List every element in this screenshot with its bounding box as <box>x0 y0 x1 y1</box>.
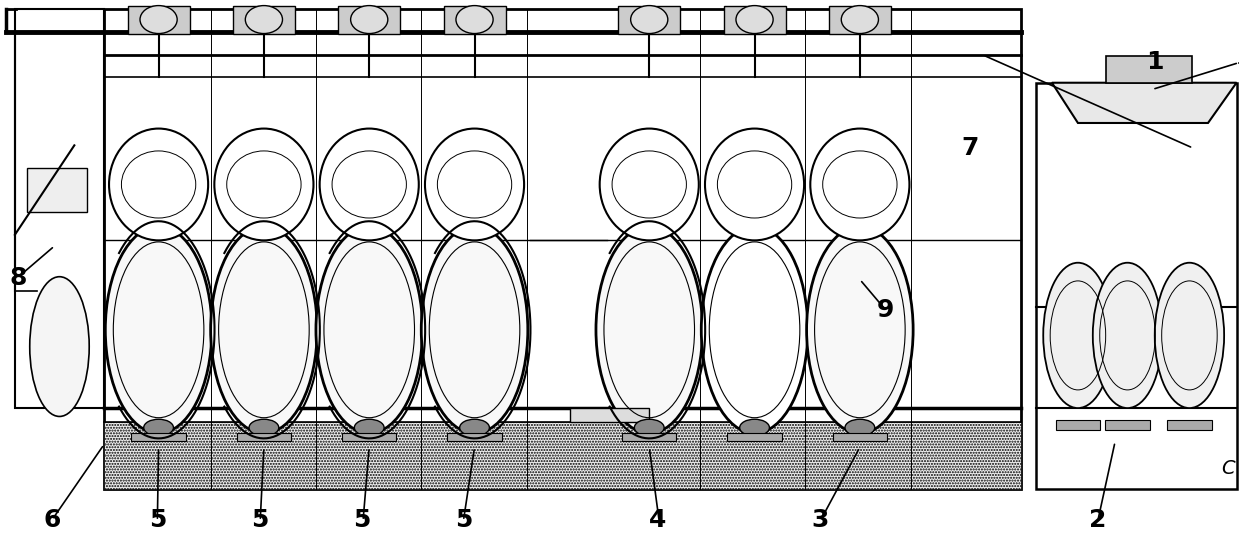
Ellipse shape <box>316 226 422 433</box>
Text: 4: 4 <box>649 508 667 532</box>
Bar <box>128 6 190 34</box>
Bar <box>104 9 1021 489</box>
Ellipse shape <box>701 226 808 433</box>
Text: 5: 5 <box>353 508 370 532</box>
Ellipse shape <box>1155 263 1224 408</box>
Ellipse shape <box>841 6 878 34</box>
Ellipse shape <box>807 226 913 433</box>
Text: 9: 9 <box>876 298 893 322</box>
Ellipse shape <box>736 6 773 34</box>
Ellipse shape <box>245 6 282 34</box>
Text: 5: 5 <box>455 508 473 532</box>
Bar <box>237 433 291 441</box>
Bar <box>27 168 87 212</box>
Ellipse shape <box>740 419 769 436</box>
Ellipse shape <box>354 419 384 436</box>
Bar <box>1106 56 1192 83</box>
Text: 1: 1 <box>1146 50 1163 74</box>
Text: 5: 5 <box>252 508 269 532</box>
Ellipse shape <box>351 6 388 34</box>
Ellipse shape <box>421 226 528 433</box>
Ellipse shape <box>144 419 173 436</box>
Text: 5: 5 <box>150 508 167 532</box>
Ellipse shape <box>600 129 699 240</box>
Bar <box>447 433 502 441</box>
Text: 7: 7 <box>961 136 979 160</box>
Bar <box>829 6 891 34</box>
Bar <box>338 6 400 34</box>
Ellipse shape <box>109 129 208 240</box>
Bar <box>724 6 786 34</box>
Bar <box>233 6 295 34</box>
Ellipse shape <box>1093 263 1162 408</box>
Ellipse shape <box>105 226 212 433</box>
Bar <box>618 6 680 34</box>
Ellipse shape <box>596 226 703 433</box>
Ellipse shape <box>705 129 804 240</box>
Ellipse shape <box>845 419 875 436</box>
Bar <box>104 422 1021 489</box>
Text: C: C <box>1222 458 1235 477</box>
Ellipse shape <box>810 129 909 240</box>
Bar <box>727 433 782 441</box>
Ellipse shape <box>320 129 419 240</box>
Bar <box>833 433 887 441</box>
Ellipse shape <box>214 129 313 240</box>
Ellipse shape <box>456 6 493 34</box>
Ellipse shape <box>140 6 177 34</box>
Bar <box>342 433 396 441</box>
Polygon shape <box>1052 83 1237 123</box>
Bar <box>1167 420 1212 430</box>
Bar <box>131 433 186 441</box>
Bar <box>444 6 506 34</box>
Ellipse shape <box>460 419 489 436</box>
Bar <box>622 433 676 441</box>
Ellipse shape <box>249 419 279 436</box>
Bar <box>1105 420 1150 430</box>
Text: 3: 3 <box>812 508 829 532</box>
Text: 8: 8 <box>10 266 27 290</box>
Ellipse shape <box>30 277 89 416</box>
Ellipse shape <box>1043 263 1113 408</box>
Bar <box>1056 420 1100 430</box>
Text: 6: 6 <box>43 508 61 532</box>
Bar <box>1036 83 1237 489</box>
Bar <box>15 9 104 408</box>
Text: 2: 2 <box>1089 508 1106 532</box>
Bar <box>570 408 649 422</box>
Ellipse shape <box>425 129 524 240</box>
Ellipse shape <box>211 226 317 433</box>
Ellipse shape <box>634 419 664 436</box>
Ellipse shape <box>631 6 668 34</box>
